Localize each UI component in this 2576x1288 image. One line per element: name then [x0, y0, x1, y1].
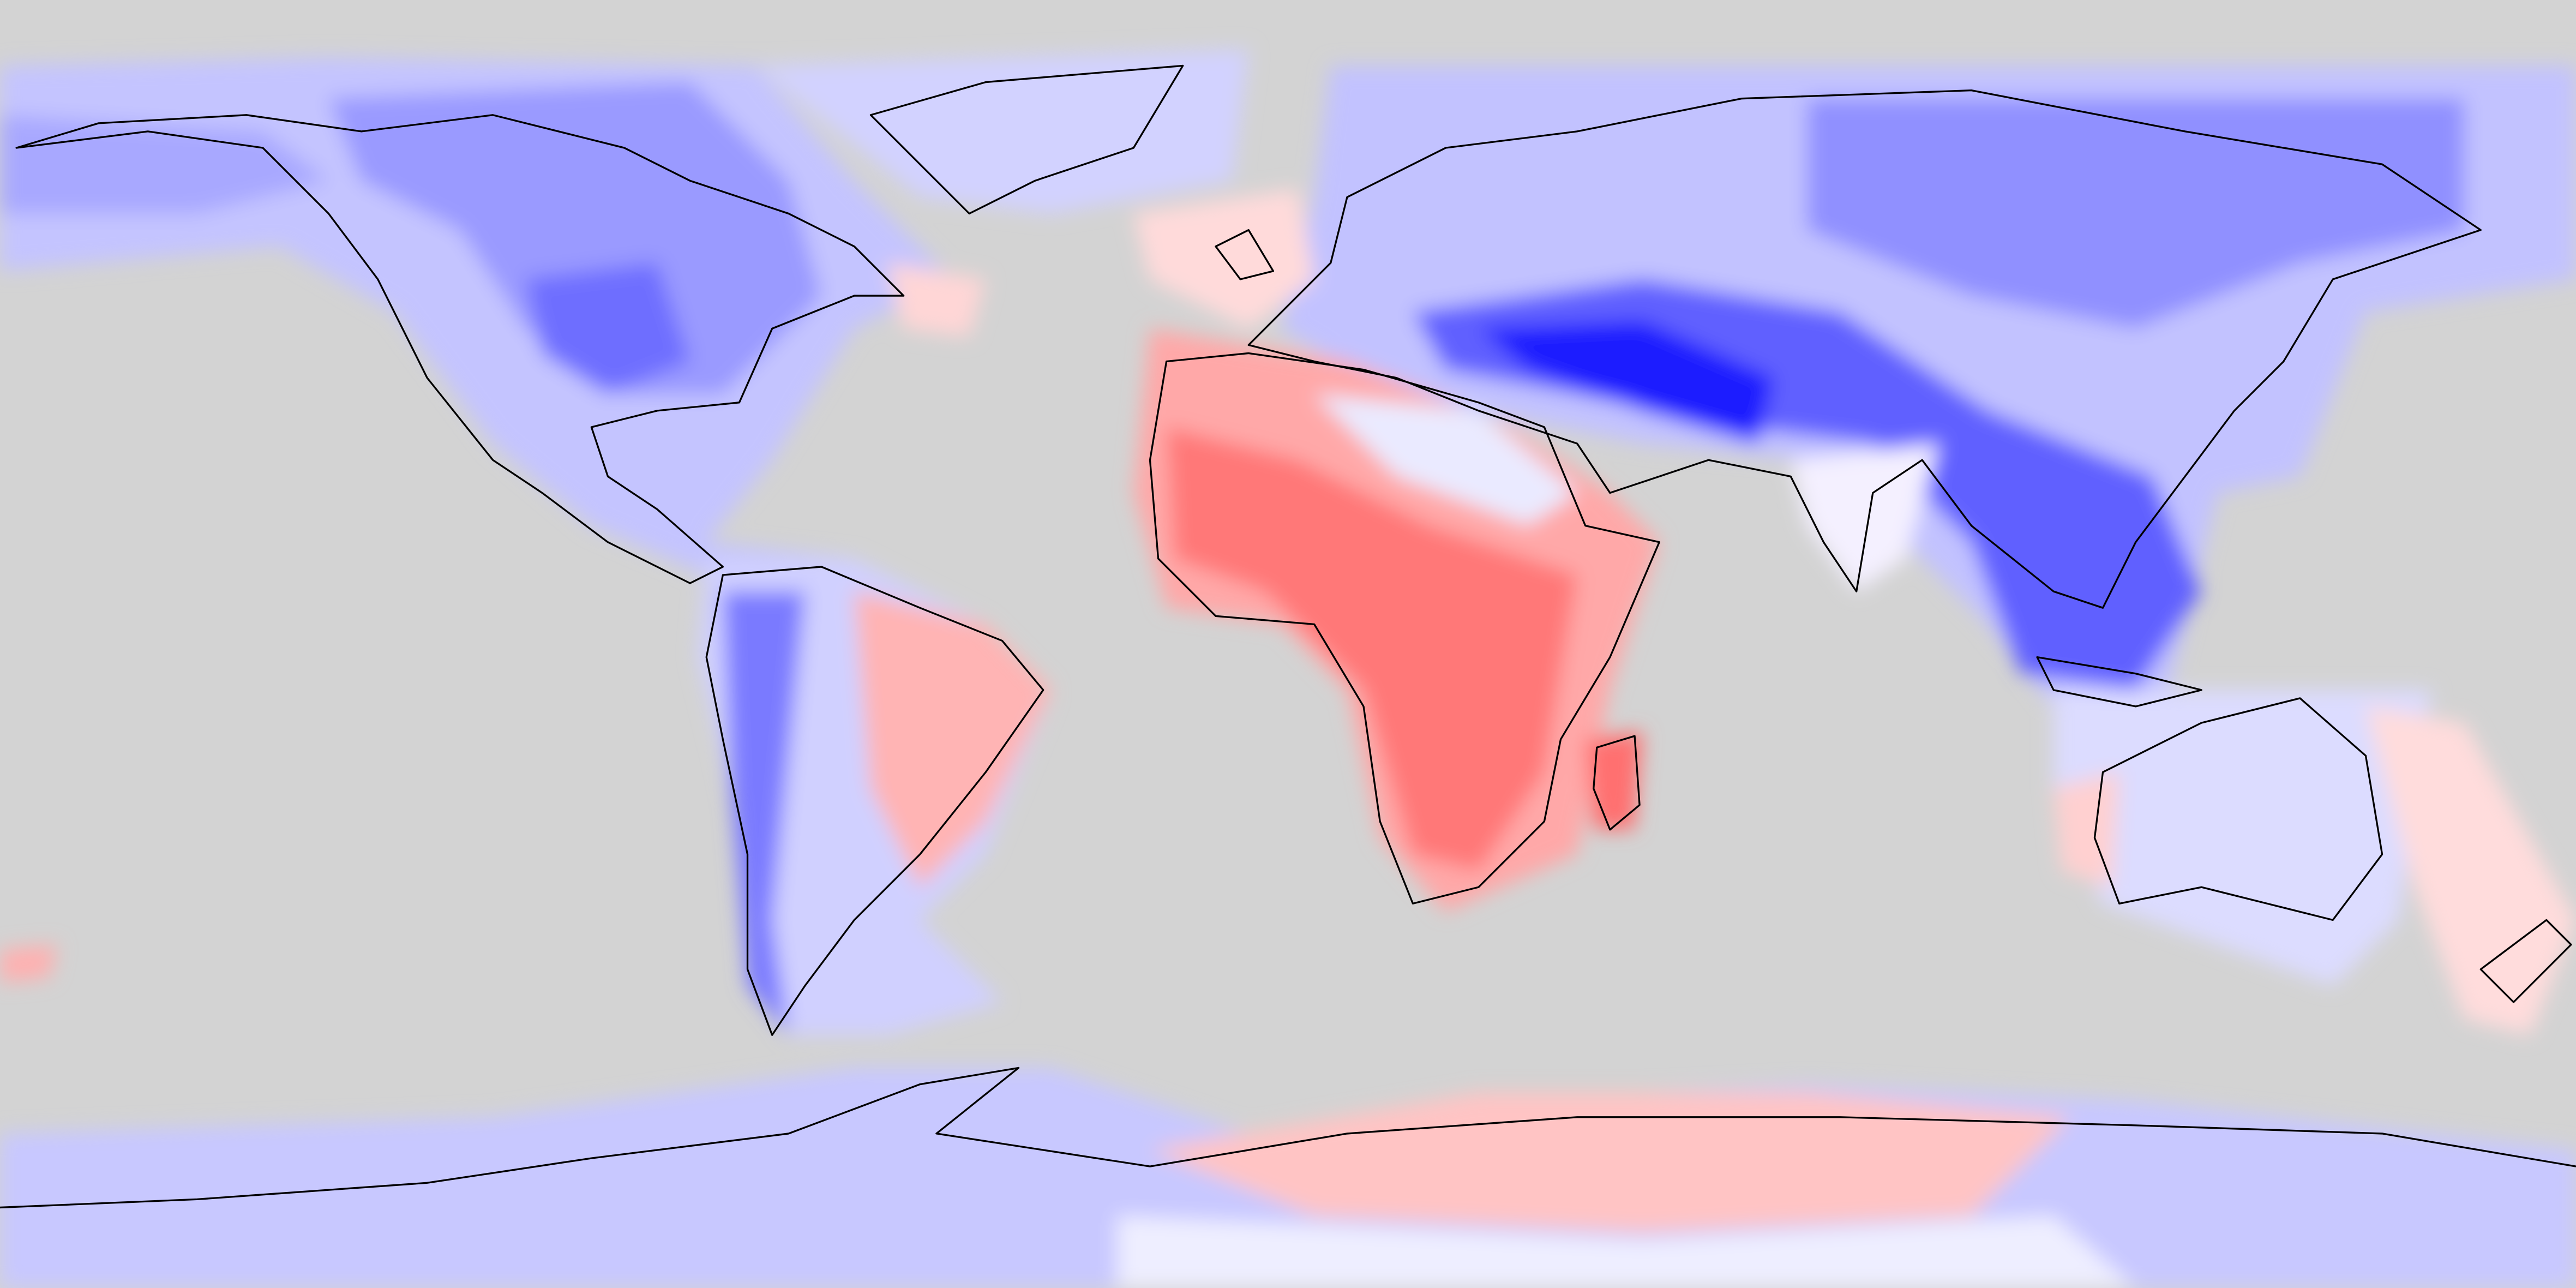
north-america-field-core: [328, 82, 822, 394]
siberia-field: [1807, 98, 2465, 329]
africa-coast: [1149, 352, 1660, 904]
australia-field: [2053, 690, 2431, 986]
pacific-pink: [0, 944, 58, 983]
anomaly-field: [0, 49, 2576, 1288]
north-america-field-deep: [525, 262, 690, 394]
australia-coast: [2093, 697, 2383, 921]
andes-field: [723, 591, 805, 1035]
indonesia-coast: [2036, 656, 2202, 708]
madagascar-coast: [1593, 735, 1641, 831]
africa-field-core: [1166, 427, 1577, 871]
antarctica-pink: [1150, 1092, 2070, 1232]
west-australia-pink: [2053, 772, 2119, 888]
new-zealand-coast: [2479, 919, 2572, 1003]
south-america-coast: [705, 566, 1044, 1036]
atlantic-pink: [887, 262, 986, 337]
eurasia-coast: [1247, 89, 2482, 609]
antarctica-white: [1117, 1215, 2136, 1288]
coastlines: [0, 64, 2576, 1209]
north-america-coast: [15, 114, 905, 584]
brazil-field: [854, 591, 1052, 888]
india-field: [1791, 444, 1939, 592]
central-asia-deep: [1478, 320, 1775, 444]
greenland-coast: [869, 64, 1184, 215]
new-zealand-field: [2365, 706, 2576, 1035]
sahara-white: [1314, 394, 1577, 526]
britain-coast: [1215, 229, 1275, 280]
greenland-field: [755, 49, 1249, 214]
antarctica-coast: [0, 1067, 2576, 1209]
